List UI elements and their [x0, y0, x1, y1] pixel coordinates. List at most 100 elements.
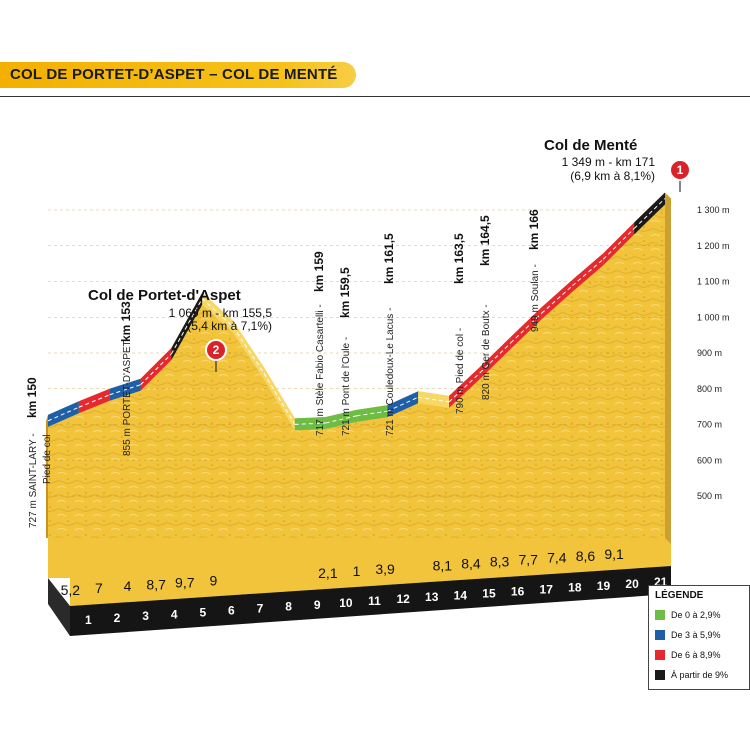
km-label: 15	[482, 586, 496, 600]
summit-badge-number: 2	[213, 343, 220, 357]
legend-label: De 3 à 5,9%	[671, 630, 721, 640]
waypoint-label: 717 m Stèle Fabio Casartelli -	[315, 304, 326, 436]
summit-detail: (6,9 km à 8,1%)	[570, 169, 655, 183]
legend-swatch-red	[655, 650, 665, 660]
summit-detail: (5,4 km à 7,1%)	[187, 319, 272, 333]
gradient-strip	[47, 192, 666, 431]
legend: LÉGENDE De 0 à 2,9% De 3 à 5,9% De 6 à 8…	[648, 585, 750, 690]
waypoint-km: km 163,5	[452, 233, 466, 284]
strip-centerline	[232, 326, 265, 374]
summit-name: Col de Menté	[544, 137, 637, 154]
km-band: 1 2 3 4 5 6 7 8 9 10 11 12 13 14 15 16 17 18 19 20 21	[48, 538, 671, 636]
profile-floor	[48, 538, 671, 606]
km-label: 6	[228, 604, 235, 618]
gradient-segment	[233, 320, 264, 380]
gradient-segment	[541, 279, 573, 320]
km-label: 13	[425, 590, 439, 604]
grade-label: 7,4	[547, 550, 567, 566]
km-label: 9	[314, 598, 321, 612]
grade-label: 8,7	[146, 576, 166, 592]
summit-info: 1 069 m - km 155,5	[169, 306, 273, 320]
grade-labels: 5,2 7 4 8,7 9,7 9 2,1 1 3,9 8,1 8,4 8,3 7,7 7,4 8,6 9,1	[61, 546, 624, 598]
grade-label: 8,1	[433, 557, 453, 573]
waypoint-labels: 727 m SAINT-LARY - km 150 Pied de col 855 m…	[25, 209, 541, 528]
legend-swatch-black	[655, 670, 665, 680]
strip-centerline	[356, 410, 388, 417]
waypoint-km: km 150	[25, 377, 39, 418]
altitude-tick-label: 600 m	[697, 455, 722, 465]
km-label: 10	[339, 596, 353, 610]
grade-label: 8,4	[461, 555, 481, 571]
legend-label: À partir de 9%	[671, 670, 729, 680]
waypoint-label: 820 m Ger de Boutx -	[481, 304, 492, 400]
profile-right-edge	[665, 192, 671, 569]
gradient-segment	[202, 292, 234, 333]
altitude-tick-label: 900 m	[697, 348, 722, 358]
strip-centerline	[109, 384, 141, 396]
grade-label: 3,9	[375, 561, 395, 577]
strip-centerline	[263, 373, 296, 425]
grade-label: 2,1	[318, 565, 338, 581]
km-label: 18	[568, 581, 582, 595]
waypoint-km: km 161,5	[382, 233, 396, 284]
grade-label: 7	[95, 580, 103, 596]
waypoint-sub: Pied de col	[42, 435, 53, 484]
altitude-gridlines	[48, 209, 665, 497]
waypoint-km: km 159	[312, 251, 326, 292]
summit-info: 1 349 m - km 171	[562, 155, 656, 169]
km-label: 4	[171, 607, 178, 621]
page-title: COL DE PORTET-D’ASPET – COL DE MENTÉ	[10, 66, 338, 83]
km-label: 2	[114, 611, 121, 625]
waypoint-km: km 164,5	[478, 215, 492, 266]
km-band-side	[48, 578, 70, 636]
grade-label: 8,6	[576, 548, 596, 564]
strip-centerline	[294, 422, 326, 425]
waypoint-label: 721 m Couledoux-Le Lacus -	[385, 308, 396, 436]
summit-name: Col de Portet-d'Aspet	[88, 287, 241, 304]
legend-label: De 0 à 2,9%	[671, 610, 721, 620]
strip-centerline	[387, 396, 419, 412]
altitude-tick-label: 500 m	[697, 491, 722, 501]
waypoint-label: 727 m SAINT-LARY -	[28, 433, 39, 528]
title-bar: COL DE PORTET-D’ASPET – COL DE MENTÉ	[0, 62, 356, 88]
km-label: 7	[257, 602, 264, 616]
summit-badge	[669, 159, 691, 181]
altitude-tick-label: 700 m	[697, 420, 722, 430]
km-label: 19	[597, 579, 611, 593]
legend-swatch-green	[655, 610, 665, 620]
strip-centerline	[510, 312, 542, 344]
legend-title: LÉGENDE	[655, 590, 704, 601]
strip-centerline	[47, 406, 80, 422]
km-band	[70, 566, 671, 636]
waypoint-km: km 159,5	[338, 267, 352, 318]
strip-centerline	[479, 342, 512, 374]
legend-label: De 6 à 8,9%	[671, 650, 721, 660]
grade-label: 9,1	[604, 546, 624, 562]
summit-badge	[205, 339, 227, 361]
strip-centerline	[602, 228, 635, 260]
altitude-tick-label: 800 m	[697, 384, 722, 394]
altitude-tick-label: 1 100 m	[697, 277, 730, 287]
strip-centerline	[78, 394, 110, 408]
grade-label: 1	[353, 563, 361, 579]
km-label: 8	[285, 600, 292, 614]
km-label: 11	[368, 594, 381, 608]
header-divider	[0, 96, 750, 97]
waypoint-label: 949 m Soulan -	[530, 264, 541, 332]
strip-centerline	[325, 415, 357, 424]
km-label: 12	[396, 592, 410, 606]
waypoint-label: 721 m Pont de l'Oule -	[341, 337, 352, 436]
gradient-segment	[572, 253, 604, 292]
altitude-tick-label: 1 200 m	[697, 241, 730, 251]
km-label: 1	[85, 613, 92, 627]
profile-left-edge	[46, 414, 48, 538]
profile-body	[46, 192, 671, 569]
grade-label: 9	[210, 573, 218, 589]
profile-area	[48, 192, 665, 539]
strip-centerline	[418, 396, 450, 403]
strip-centerline	[633, 198, 666, 229]
km-label: 5	[199, 605, 206, 619]
strip-centerline	[448, 372, 481, 403]
